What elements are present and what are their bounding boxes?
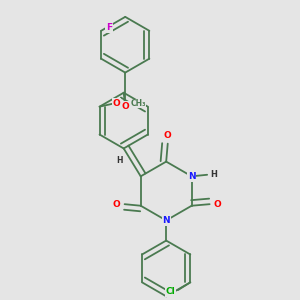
Text: F: F xyxy=(106,23,112,32)
Text: O: O xyxy=(164,131,172,140)
Text: N: N xyxy=(188,172,196,181)
Text: H: H xyxy=(117,156,123,165)
Text: O: O xyxy=(113,99,121,108)
Text: N: N xyxy=(162,216,170,225)
Text: O: O xyxy=(113,200,121,209)
Text: O: O xyxy=(122,102,129,111)
Text: H: H xyxy=(210,170,217,179)
Text: CH₃: CH₃ xyxy=(130,99,146,108)
Text: O: O xyxy=(214,200,221,209)
Text: Cl: Cl xyxy=(165,287,175,296)
